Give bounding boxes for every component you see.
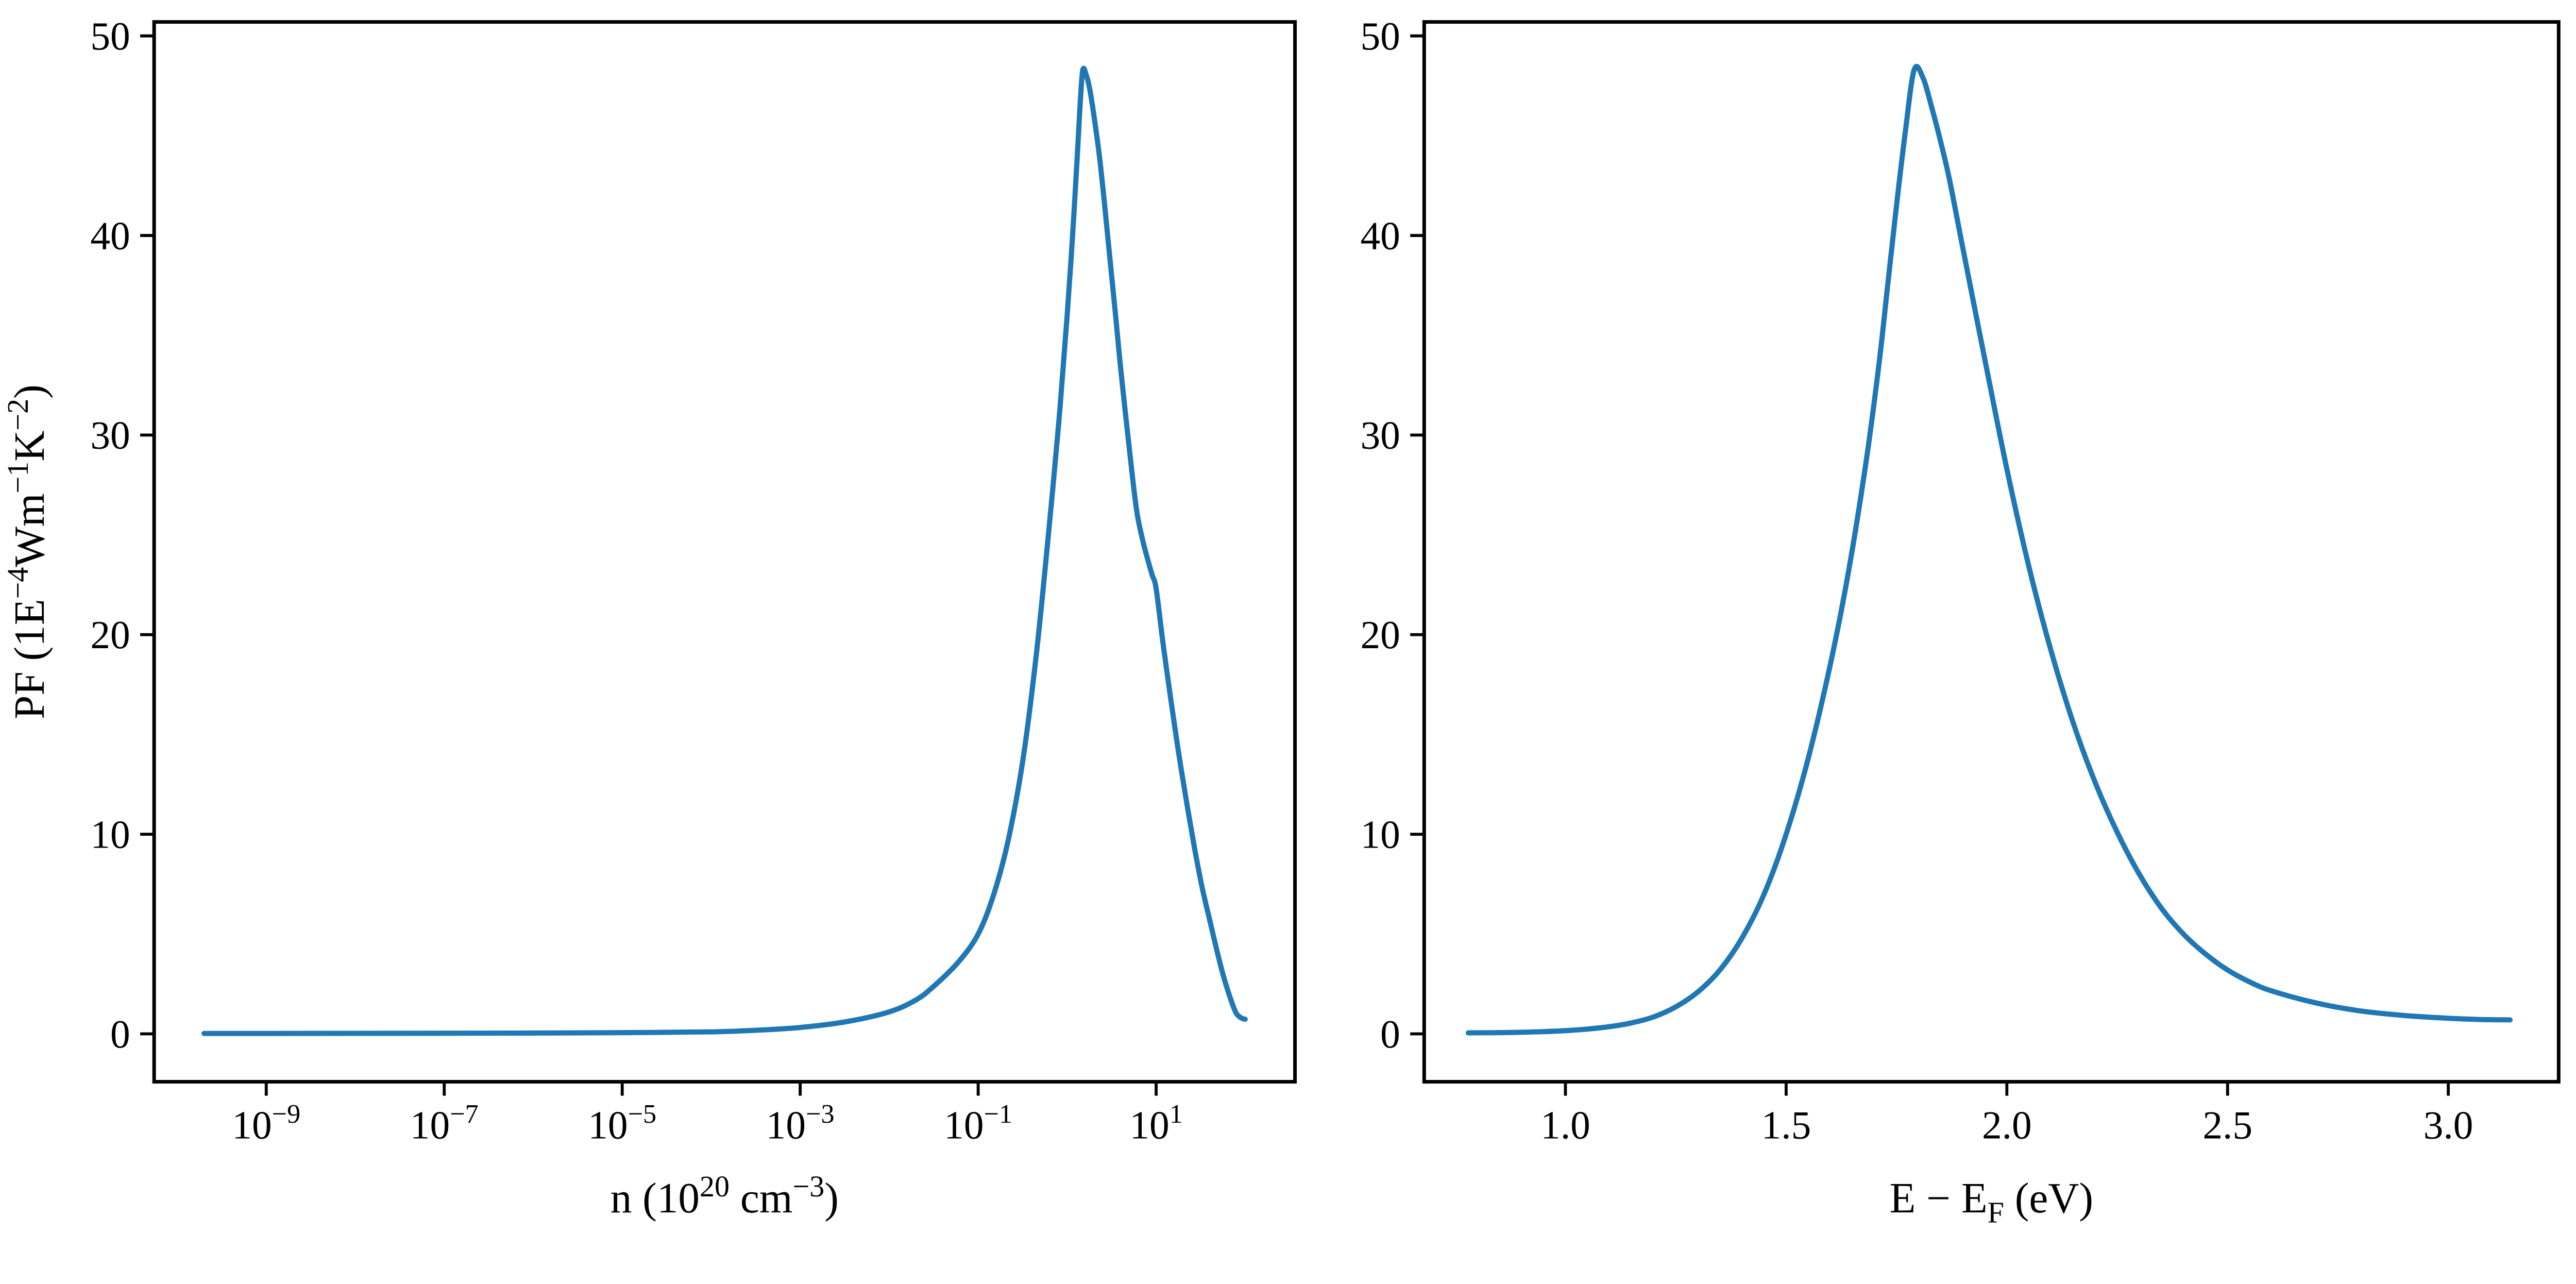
pf-curve-pf-vs-energy — [1465, 63, 2513, 1036]
x-tick-label: 10−5 — [588, 1099, 656, 1147]
x-tick-label: 1.5 — [1761, 1103, 1811, 1147]
x-tick-label: 1.0 — [1540, 1103, 1590, 1147]
x-tick-label: 10−1 — [944, 1099, 1012, 1147]
plot-frame — [152, 20, 1297, 1084]
x-axis-label: n (1020 cm−3) — [611, 1170, 839, 1222]
x-tick-label: 3.0 — [2424, 1103, 2473, 1147]
y-tick-label: 20 — [1361, 613, 1400, 657]
x-tick-label: 2.0 — [1982, 1103, 2032, 1147]
y-tick-label: 40 — [1361, 213, 1400, 258]
x-tick-label: 10−7 — [410, 1099, 479, 1147]
x-tick-label: 10−9 — [232, 1099, 300, 1147]
figure: 10−9 10−7 10−5 10−3 10−1 101 0 10 20 30 40 50 n (102… — [1, 14, 2561, 1229]
y-tick-label: 20 — [90, 613, 130, 657]
y-tick-label: 10 — [90, 812, 130, 856]
y-axis-label: PF (1E−4Wm−1K−2) — [1, 384, 53, 719]
x-tick-label: 101 — [1129, 1099, 1183, 1147]
y-tick-label: 40 — [90, 213, 130, 258]
y-tick-label: 10 — [1361, 812, 1400, 856]
y-tick-label: 50 — [1361, 14, 1400, 58]
y-tick-label: 30 — [1361, 413, 1400, 458]
y-tick-label: 50 — [90, 14, 130, 58]
y-tick-label: 30 — [90, 413, 130, 458]
y-tick-label: 0 — [110, 1012, 130, 1056]
axes-pf-vs-energy: 1.0 1.5 2.0 2.5 3.0 0 10 20 30 40 50 E − EF (eV) — [1361, 14, 2561, 1229]
y-tick-label: 0 — [1380, 1012, 1400, 1056]
plot-frame — [1422, 20, 2561, 1084]
pf-curve-pf-vs-n — [201, 65, 1248, 1036]
x-axis-label: E − EF (eV) — [1890, 1174, 2094, 1229]
x-tick-label: 10−3 — [766, 1099, 835, 1147]
x-tick-label: 2.5 — [2202, 1103, 2252, 1147]
